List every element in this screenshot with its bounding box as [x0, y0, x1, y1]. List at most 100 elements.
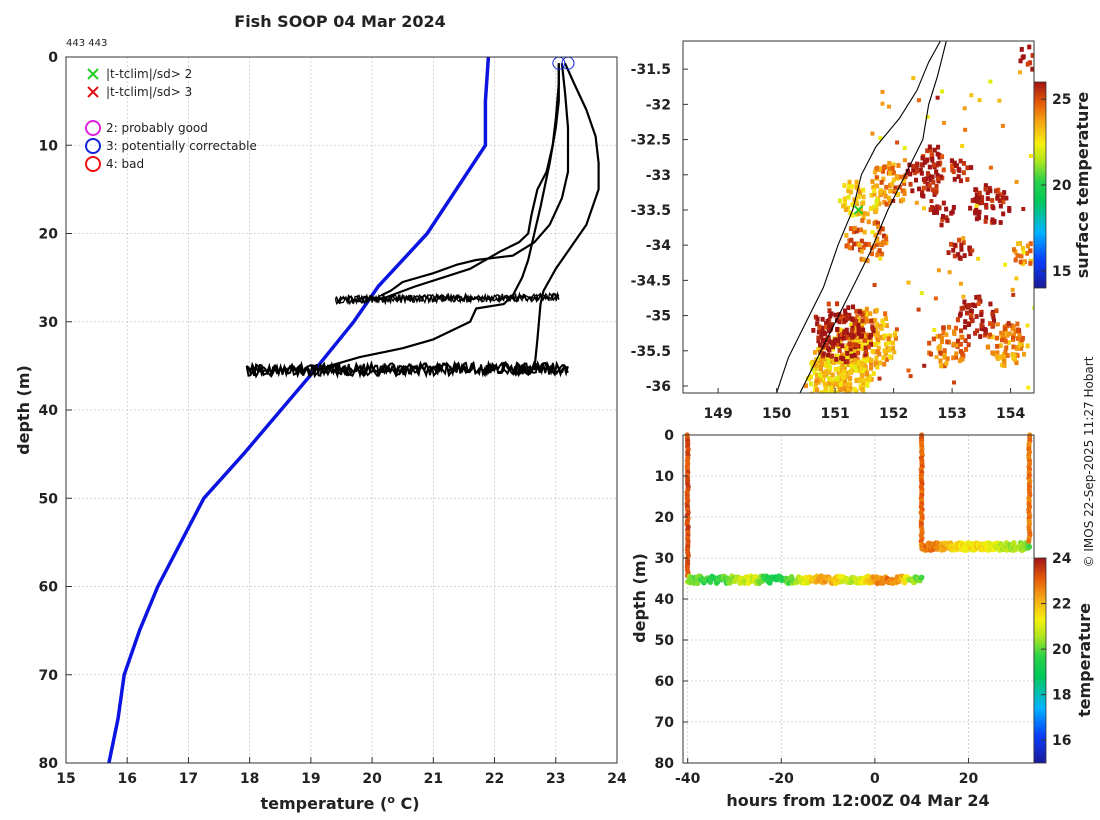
sst-cell	[828, 395, 832, 400]
sst-cell	[939, 363, 944, 368]
sst-cell	[816, 347, 821, 352]
sst-cell	[1011, 355, 1016, 361]
map-x-tick-label: 149	[703, 406, 732, 422]
section-dot	[822, 579, 828, 585]
sst-cell	[934, 169, 939, 175]
sst-cell	[857, 359, 862, 365]
sst-cell	[841, 375, 846, 380]
sst-cell	[844, 327, 849, 333]
section-grid	[683, 434, 1034, 764]
sst-cell	[835, 318, 840, 323]
sst-cell	[914, 200, 919, 205]
sst-cell	[895, 174, 900, 179]
sst-cell	[818, 364, 823, 370]
sst-cell	[854, 185, 859, 190]
sst-cell	[875, 337, 880, 343]
profile-panel: 15 16 17 18 19 20 21 22 23 24 0 10 20 30 40 50 60 70 80 t…	[14, 50, 627, 813]
sst-cell	[872, 204, 877, 210]
profile-noisy-layer	[334, 292, 560, 306]
sst-cell	[1020, 246, 1025, 251]
sst-cell	[983, 330, 988, 336]
sst-cell	[827, 328, 832, 333]
map-x-tick-label: 150	[762, 406, 791, 422]
section-y-tick-label: 70	[655, 715, 675, 731]
figure-title: Fish SOOP 04 Mar 2024	[234, 12, 445, 31]
sst-cell	[924, 176, 929, 182]
sst-cell	[983, 186, 988, 192]
sst-cell	[914, 177, 919, 183]
sst-cell	[870, 348, 875, 354]
sst-cell	[878, 256, 883, 261]
profile-x-ticks: 15 16 17 18 19 20 21 22 23 24	[56, 757, 627, 787]
sst-cell	[908, 374, 913, 379]
sst-cell	[991, 219, 996, 225]
sst-cell	[837, 398, 841, 403]
sst-cell	[854, 179, 859, 185]
sst-cell	[891, 198, 896, 203]
sst-cell	[878, 190, 883, 196]
sst-cell	[859, 400, 863, 405]
sst-cell	[872, 331, 877, 337]
sst-cell	[1011, 332, 1016, 338]
map-x-ticks: 149 150 151 152 153 154	[703, 388, 1025, 422]
sst-cell	[884, 323, 889, 328]
climatology-line	[107, 56, 491, 764]
sst-cell	[956, 252, 961, 257]
sst-cell	[937, 154, 942, 160]
sst-cell	[936, 161, 941, 166]
sst-cell	[862, 229, 867, 235]
sst-cell	[922, 160, 927, 165]
sst-cell	[937, 205, 942, 211]
sst-cell	[854, 212, 859, 217]
sst-cell	[849, 328, 854, 333]
profile-y-tick-label: 50	[39, 491, 59, 507]
sst-cell	[869, 318, 874, 324]
sst-cell	[1002, 363, 1007, 368]
sst-cell	[955, 338, 960, 344]
sst-cell	[887, 104, 891, 109]
sst-cell	[927, 164, 932, 170]
sst-cell	[844, 362, 849, 367]
sst-cell	[963, 338, 968, 343]
sst-cell	[887, 166, 892, 172]
sst-cell	[964, 347, 969, 352]
section-y-ticks: 0 10 20 30 40 50 60 70 80	[655, 428, 688, 772]
sst-cell	[859, 323, 864, 329]
sst-cell	[826, 359, 831, 365]
sst-cell	[890, 165, 895, 171]
map-sst-cells	[803, 44, 1034, 405]
sst-cell	[960, 335, 965, 340]
sst-cell	[961, 305, 966, 311]
sst-cell	[822, 337, 827, 343]
sst-cell	[881, 168, 886, 174]
sst-cell	[902, 146, 907, 151]
sst-cell	[927, 340, 932, 346]
sst-cell	[983, 183, 988, 188]
sst-cell	[944, 215, 949, 221]
sst-cell	[934, 184, 939, 189]
sst-cell	[873, 232, 878, 238]
sst-cell	[990, 198, 995, 203]
temperature-colorbar-tick-label: 24	[1052, 551, 1072, 567]
sst-cell	[865, 332, 870, 338]
sst-cell	[824, 324, 829, 330]
map-y-tick-label: -32.5	[631, 133, 671, 149]
profile-y-tick-label: 60	[39, 580, 59, 596]
sst-cell	[820, 331, 825, 337]
sst-cell	[884, 184, 889, 190]
sst-cell	[836, 366, 841, 372]
sst-cell	[931, 162, 936, 168]
sst-cell	[858, 189, 863, 195]
map-lines	[776, 41, 947, 393]
sst-cell	[988, 79, 993, 84]
sst-cell	[848, 226, 853, 231]
sst-cell	[838, 395, 842, 400]
sst-cell	[884, 341, 889, 347]
sst-cell	[1032, 305, 1034, 310]
sst-cell	[963, 127, 968, 132]
sst-cell	[902, 158, 907, 163]
sst-cell	[860, 218, 865, 223]
sst-cell	[906, 368, 911, 373]
sst-cell	[856, 194, 861, 200]
temperature-colorbar-tick-label: 20	[1052, 642, 1072, 658]
